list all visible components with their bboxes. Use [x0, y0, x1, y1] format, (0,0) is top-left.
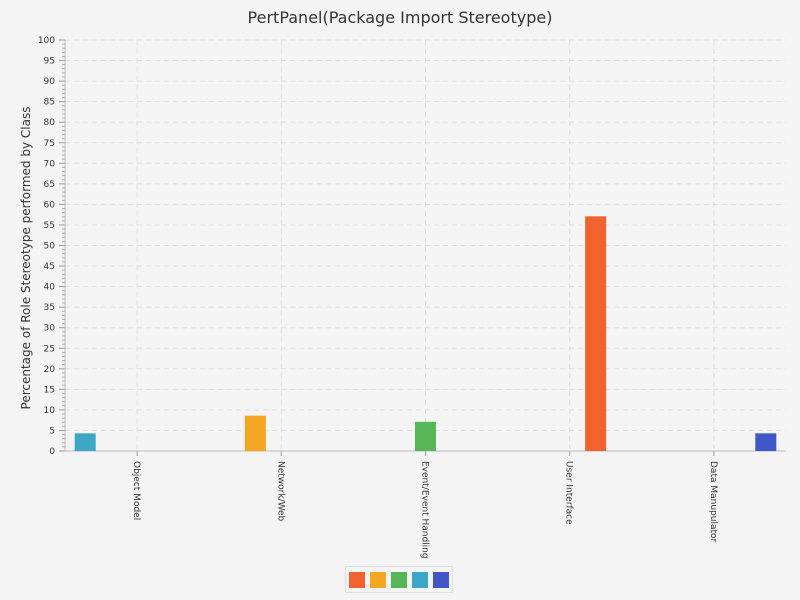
bar: [415, 421, 436, 451]
y-tick-label: 15: [44, 385, 55, 395]
x-tick-label: Object Model: [131, 461, 141, 520]
bars: [74, 216, 777, 451]
legend-swatch: [412, 571, 428, 588]
y-tick-label: 75: [44, 139, 55, 149]
y-tick-label: 65: [44, 180, 55, 190]
axes: [59, 39, 786, 456]
y-tick-label: 80: [44, 118, 56, 128]
y-tick-label: 100: [38, 36, 55, 46]
chart-title: PertPanel(Package Import Stereotype): [248, 8, 553, 27]
grid-lines: [65, 39, 786, 451]
tick-labels: 0 5 10 15 20 25 30 35 40 45 50 55 60 65 70 75 80 85 90 95 10…: [38, 36, 718, 559]
legend-swatch: [433, 571, 449, 588]
y-tick-label: 90: [44, 77, 56, 87]
y-tick-label: 85: [44, 98, 55, 108]
legend: [345, 566, 453, 593]
legend-swatch: [370, 571, 386, 588]
y-tick-label: 45: [44, 262, 55, 272]
y-tick-label: 55: [44, 221, 55, 231]
y-tick-label: 10: [44, 406, 56, 416]
x-tick-label: Network/Web: [275, 461, 285, 522]
x-tick-label: Event/Event Handling: [420, 461, 430, 559]
bar: [244, 415, 266, 451]
bar: [585, 216, 607, 451]
y-tick-label: 70: [44, 159, 56, 169]
legend-swatch: [391, 571, 407, 588]
x-tick-label: Data Manupulator: [708, 461, 718, 543]
legend-swatch: [349, 571, 365, 588]
y-tick-label: 5: [49, 426, 55, 436]
y-tick-label: 95: [44, 57, 55, 67]
y-tick-label: 20: [44, 365, 56, 375]
y-tick-label: 30: [44, 324, 56, 334]
y-tick-label: 60: [44, 200, 56, 210]
y-tick-label: 35: [44, 303, 55, 313]
y-axis-label: Percentage of Role Stereotype performed …: [19, 107, 33, 410]
bar: [74, 433, 96, 451]
x-tick-label: User Interface: [564, 461, 574, 525]
bar: [755, 433, 777, 451]
y-tick-label: 25: [44, 344, 55, 354]
y-tick-label: 40: [44, 283, 56, 293]
y-tick-label: 50: [44, 242, 56, 252]
y-tick-label: 0: [49, 447, 55, 457]
